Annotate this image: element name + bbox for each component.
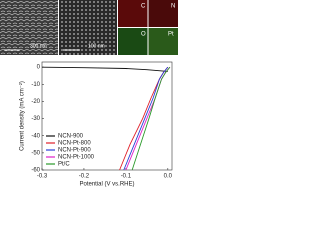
y-tick-label: -10 xyxy=(31,82,40,88)
y-tick-label: -60 xyxy=(31,168,40,174)
x-tick-label: -0.1 xyxy=(121,174,132,180)
y-tick-label: -20 xyxy=(31,99,40,105)
map-image xyxy=(148,28,178,55)
scale-label: 100 nm xyxy=(88,43,105,49)
y-tick-label: -40 xyxy=(31,133,40,139)
x-tick-label: 0.0 xyxy=(164,174,173,180)
y-tick-label: -50 xyxy=(31,150,40,156)
x-tick-label: -0.2 xyxy=(79,174,90,180)
map-image xyxy=(118,28,148,55)
series-line xyxy=(123,66,169,171)
map-image xyxy=(118,0,148,27)
series-line xyxy=(125,66,171,171)
map-label: O xyxy=(141,32,146,38)
legend-label: NCN-Pt-1000 xyxy=(58,155,95,161)
plot-frame xyxy=(41,61,173,171)
series-line xyxy=(131,66,171,171)
figure: 300 nm 100 nm C N O Pt Potential (V vs.R… xyxy=(0,0,178,188)
legend-label: NCN-900 xyxy=(58,134,84,140)
map-label: C xyxy=(141,4,146,10)
map-label: N xyxy=(171,4,175,10)
map-image xyxy=(148,0,178,27)
x-axis-label: Potential (V vs.RHE) xyxy=(79,182,134,188)
y-tick-label: -30 xyxy=(31,116,40,122)
map-label: Pt xyxy=(168,32,174,38)
series-line xyxy=(41,66,168,72)
y-tick-label: 0 xyxy=(37,65,41,71)
sem-image xyxy=(59,0,117,55)
legend-label: NCN-Pt-900 xyxy=(58,148,91,154)
legend-label: NCN-Pt-800 xyxy=(58,141,91,147)
legend-label: Pt/C xyxy=(58,162,70,168)
x-tick-label: -0.3 xyxy=(37,174,48,180)
sem-image xyxy=(0,0,58,55)
y-axis-label: Current density (mA cm⁻²) xyxy=(20,81,26,151)
scale-label: 300 nm xyxy=(30,43,47,49)
